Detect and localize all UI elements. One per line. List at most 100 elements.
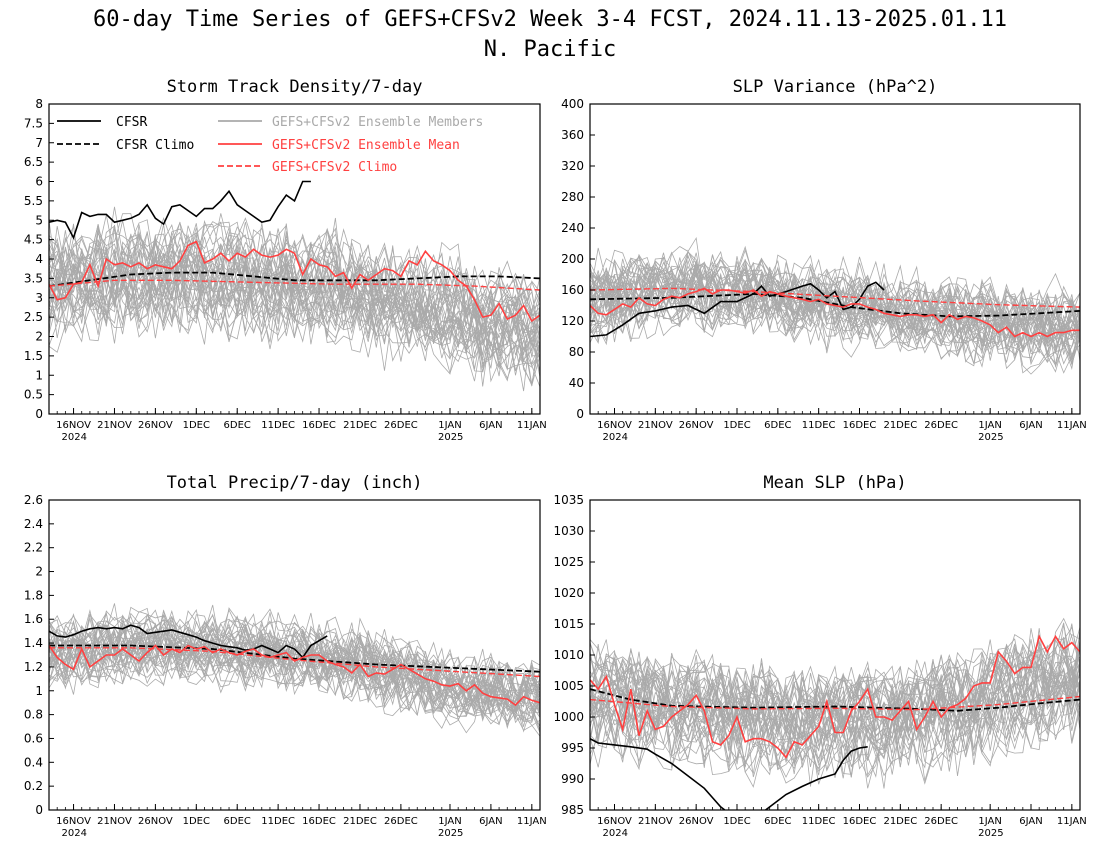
ensemble-member-line <box>49 632 540 720</box>
y-tick-label: 80 <box>569 345 584 359</box>
y-tick-label: 6.5 <box>24 155 43 169</box>
figure-subtitle: N. Pacific <box>484 37 616 62</box>
ensemble-member-line <box>49 628 540 718</box>
y-tick-label: 1 <box>35 684 43 698</box>
x-tick-label: 21NOV <box>638 816 673 827</box>
y-tick-label: 0 <box>576 407 584 421</box>
x-tick-year: 2025 <box>438 432 463 443</box>
y-tick-label: 995 <box>561 741 584 755</box>
y-tick-label: 400 <box>561 97 584 111</box>
y-tick-label: 3 <box>35 291 43 305</box>
ensemble-member-line <box>590 680 1080 789</box>
y-tick-label: 1005 <box>553 679 584 693</box>
series-line-gefs-cfsv2-climo <box>49 279 540 291</box>
panel-mean-slp-hpa: Mean SLP (hPa) 985 990 995 1000 1005 1010 1015 1… <box>553 473 1086 839</box>
x-tick-label: 16DEC <box>302 420 336 431</box>
x-tick-label: 16NOV <box>56 816 91 827</box>
panel-storm-track-density-7-day: Storm Track Density/7-day 0 0.5 1 1.5 2 2.5 3 3.… <box>24 77 547 443</box>
x-tick-label: 26DEC <box>384 816 418 827</box>
series-line-cfsr <box>765 746 868 810</box>
y-tick-label: 0.6 <box>24 731 43 745</box>
ensemble-member-line <box>49 247 540 351</box>
x-tick-label: 1DEC <box>723 420 750 431</box>
ensemble-member-line <box>590 670 1080 778</box>
ensemble-member-line <box>49 243 540 356</box>
x-tick-label: 21DEC <box>883 816 917 827</box>
x-tick-label: 1DEC <box>183 816 210 827</box>
y-tick-label: 280 <box>561 190 584 204</box>
y-tick-label: 6 <box>35 175 43 189</box>
x-tick-label: 11JAN <box>517 420 547 431</box>
x-tick-label: 1DEC <box>723 816 750 827</box>
y-tick-label: 2.2 <box>24 541 43 555</box>
ensemble-member-line <box>590 649 1080 742</box>
x-tick-label: 1JAN <box>438 816 461 827</box>
series-line-gefs-cfsv2-ensemble-mean <box>49 644 540 707</box>
x-tick-label: 11JAN <box>1057 420 1087 431</box>
x-tick-label: 11JAN <box>517 816 547 827</box>
x-tick-label: 21NOV <box>97 816 132 827</box>
ensemble-member-line <box>49 635 540 733</box>
y-tick-label: 0.8 <box>24 708 43 722</box>
legend-label-members: GEFS+CFSv2 Ensemble Members <box>272 115 483 130</box>
series-line-gefs-cfsv2-ensemble-mean <box>49 240 540 323</box>
y-tick-label: 0.5 <box>24 388 43 402</box>
ensemble-member-line <box>49 627 540 720</box>
y-tick-label: 320 <box>561 159 584 173</box>
ensemble-member-line <box>49 250 540 374</box>
y-tick-label: 990 <box>561 772 584 786</box>
x-tick-label: 26DEC <box>384 420 418 431</box>
ensemble-member-line <box>49 224 540 358</box>
series-line-cfsr-climo <box>590 292 1080 318</box>
x-tick-year: 2024 <box>62 432 87 443</box>
y-tick-label: 1035 <box>553 493 584 507</box>
y-tick-label: 2 <box>35 330 43 344</box>
y-tick-label: 120 <box>561 314 584 328</box>
legend-label-ens-climo: GEFS+CFSv2 Climo <box>272 160 397 175</box>
x-tick-label: 16NOV <box>597 420 632 431</box>
ensemble-member-line <box>590 670 1080 778</box>
ensemble-member-line <box>590 271 1080 355</box>
ensemble-member-line <box>49 634 540 726</box>
ensemble-member-line <box>590 251 1080 343</box>
x-tick-label: 1DEC <box>183 420 210 431</box>
x-tick-label: 6DEC <box>224 420 251 431</box>
x-tick-label: 26DEC <box>924 816 958 827</box>
y-tick-label: 2.4 <box>24 517 43 531</box>
x-tick-label: 26NOV <box>138 816 173 827</box>
y-tick-label: 1.2 <box>24 660 43 674</box>
y-tick-label: 1.5 <box>24 349 43 363</box>
ensemble-member-line <box>590 649 1080 747</box>
x-tick-label: 1JAN <box>978 420 1001 431</box>
x-tick-label: 11DEC <box>261 420 295 431</box>
legend-label-cfsr-climo: CFSR Climo <box>116 138 194 153</box>
figure-title: 60-day Time Series of GEFS+CFSv2 Week 3-… <box>93 7 1007 32</box>
plot-frame <box>589 499 1081 811</box>
ensemble-member-line <box>590 282 1080 374</box>
x-tick-label: 6DEC <box>764 420 791 431</box>
ensemble-member-line <box>590 282 1080 374</box>
y-tick-label: 1030 <box>553 524 584 538</box>
y-tick-label: 360 <box>561 128 584 142</box>
y-tick-label: 200 <box>561 252 584 266</box>
ensemble-member-line <box>49 213 540 319</box>
series-line-cfsr-climo <box>49 644 540 673</box>
y-tick-label: 2.6 <box>24 493 43 507</box>
x-tick-label: 21DEC <box>343 420 377 431</box>
ensemble-member-line <box>49 251 540 377</box>
x-tick-label: 6JAN <box>1019 420 1042 431</box>
y-tick-label: 40 <box>569 376 584 390</box>
x-tick-label: 26NOV <box>138 420 173 431</box>
y-tick-label: 1010 <box>553 648 584 662</box>
y-tick-label: 0 <box>35 803 43 817</box>
y-tick-label: 0.4 <box>24 755 43 769</box>
series-line-cfsr <box>590 737 726 810</box>
y-tick-label: 1000 <box>553 710 584 724</box>
plot-area <box>49 603 540 737</box>
ensemble-member-line <box>49 214 540 331</box>
ensemble-member-line <box>49 634 540 733</box>
series-line-gefs-cfsv2-ensemble-mean <box>590 287 1080 338</box>
x-tick-label: 1JAN <box>978 816 1001 827</box>
ensemble-member-line <box>590 633 1080 733</box>
x-tick-label: 11DEC <box>261 816 295 827</box>
